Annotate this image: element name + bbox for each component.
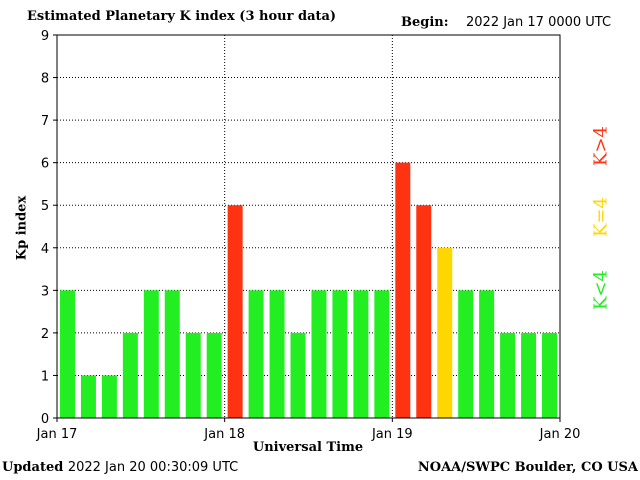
y-tick-label: 5	[41, 199, 49, 214]
y-tick-label: 0	[41, 412, 49, 427]
begin-label: Begin:	[401, 15, 449, 30]
updated-label: Updated	[2, 460, 64, 475]
y-tick-label: 1	[41, 369, 49, 384]
y-tick-label: 3	[41, 284, 49, 299]
kp-bar	[248, 290, 264, 418]
kp-bar	[269, 290, 285, 418]
kp-bar	[353, 290, 369, 418]
x-tick-label: Jan 20	[539, 427, 581, 442]
y-tick-label: 6	[41, 157, 49, 172]
kp-bar	[332, 290, 348, 418]
x-axis-label: Universal Time	[252, 440, 364, 455]
y-tick-label: 8	[41, 72, 49, 87]
kp-bar	[374, 290, 390, 418]
updated-value: 2022 Jan 20 00:30:09 UTC	[67, 460, 239, 475]
kp-bar	[101, 375, 117, 418]
kp-bar	[458, 290, 474, 418]
plot-frame	[56, 34, 561, 419]
kp-bar	[395, 162, 411, 418]
begin-value: 2022 Jan 17 0000 UTC	[466, 15, 612, 30]
y-tick-label: 9	[41, 29, 49, 44]
kp-bar	[206, 332, 222, 418]
chart-title: Estimated Planetary K index (3 hour data…	[27, 9, 337, 24]
kp-bar	[122, 332, 138, 418]
kp-bar	[80, 375, 96, 418]
x-tick-label: Jan 17	[36, 427, 78, 442]
kp-bar	[290, 332, 306, 418]
credit-text: NOAA/SWPC Boulder, CO USA	[417, 460, 638, 475]
y-axis-label: Kp index	[14, 195, 30, 261]
kp-bar	[164, 290, 180, 418]
kp-bar	[227, 205, 243, 418]
kp-bar	[311, 290, 327, 418]
y-tick-label: 2	[41, 327, 49, 342]
legend-k-equal-4: K=4	[590, 197, 612, 237]
kp-bar	[500, 332, 516, 418]
x-tick-label: Jan 19	[371, 427, 413, 442]
kp-bar	[542, 332, 558, 418]
kp-bar	[437, 247, 453, 418]
kp-bar	[416, 205, 432, 418]
kp-bar	[143, 290, 159, 418]
kp-bar	[185, 332, 201, 418]
x-tick-label: Jan 18	[203, 427, 245, 442]
legend-k-above-4: K>4	[590, 126, 612, 166]
kp-bar	[521, 332, 537, 418]
y-tick-label: 4	[41, 242, 49, 257]
kp-bar	[479, 290, 495, 418]
y-tick-label: 7	[41, 114, 49, 129]
updated-timestamp: Updated 2022 Jan 20 00:30:09 UTC	[2, 460, 238, 475]
legend-k-below-4: K<4	[590, 270, 612, 310]
kp-bar	[59, 290, 75, 418]
